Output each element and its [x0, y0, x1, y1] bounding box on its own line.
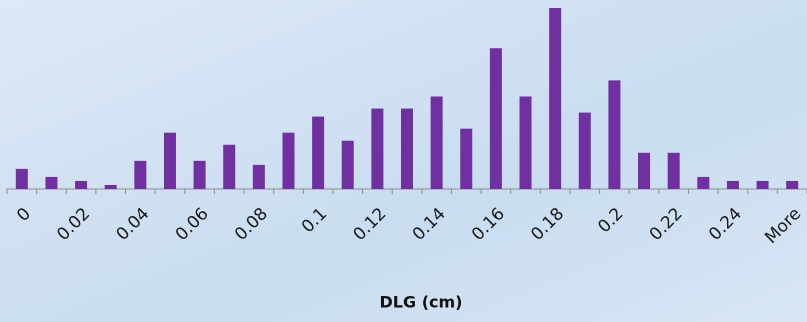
bar [786, 180, 799, 189]
bar [667, 152, 680, 189]
bar [519, 96, 532, 189]
bar [726, 180, 739, 189]
bar [223, 144, 236, 189]
bar [638, 152, 651, 189]
bar [45, 176, 58, 189]
bar [193, 160, 206, 189]
bar [252, 164, 265, 189]
bar [282, 132, 295, 189]
bar [489, 48, 502, 189]
bar [134, 160, 147, 189]
bar [371, 108, 384, 189]
bar [460, 128, 473, 189]
bar [549, 8, 562, 189]
bar [401, 108, 413, 189]
x-axis-title: DLG (cm) [380, 293, 463, 312]
bar [104, 184, 117, 189]
bar [756, 180, 769, 189]
bar [697, 176, 710, 189]
bar [163, 132, 176, 189]
bar [578, 112, 591, 189]
bar [608, 80, 621, 189]
bar [312, 116, 325, 189]
bar [15, 168, 28, 189]
bar [341, 140, 354, 189]
bar [430, 96, 443, 189]
bar [75, 180, 88, 189]
